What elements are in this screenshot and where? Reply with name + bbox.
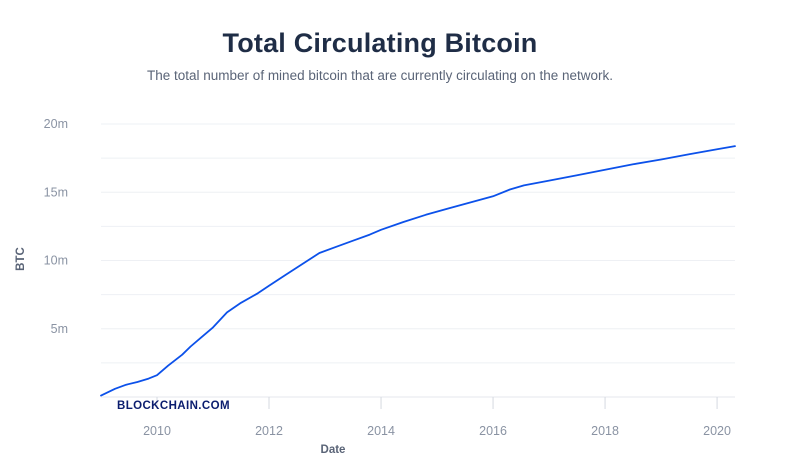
y-tick-label: 10m xyxy=(44,254,68,268)
y-axis-ticks: 5m 10m 15m 20m xyxy=(44,117,68,336)
x-tick-label: 2018 xyxy=(591,424,619,438)
chart-title: Total Circulating Bitcoin xyxy=(222,28,538,58)
x-tick-label: 2014 xyxy=(367,424,395,438)
x-tick-label: 2012 xyxy=(255,424,283,438)
series-line-circulating-btc xyxy=(100,145,736,397)
y-tick-label: 20m xyxy=(44,117,68,131)
y-tick-label: 5m xyxy=(51,322,68,336)
y-tick-label: 15m xyxy=(44,185,68,199)
x-tick-label: 2020 xyxy=(703,424,731,438)
x-axis-ticks: 2010 2012 2014 2016 2018 2020 xyxy=(143,397,731,438)
x-axis-title: Date xyxy=(321,444,346,456)
blockchain-watermark: BLOCKCHAIN.COM xyxy=(117,400,230,412)
y-axis-title: BTC xyxy=(15,247,27,271)
x-tick-label: 2016 xyxy=(479,424,507,438)
x-tick-label: 2010 xyxy=(143,424,171,438)
gridlines xyxy=(101,123,735,398)
chart-subtitle: The total number of mined bitcoin that a… xyxy=(147,68,613,83)
